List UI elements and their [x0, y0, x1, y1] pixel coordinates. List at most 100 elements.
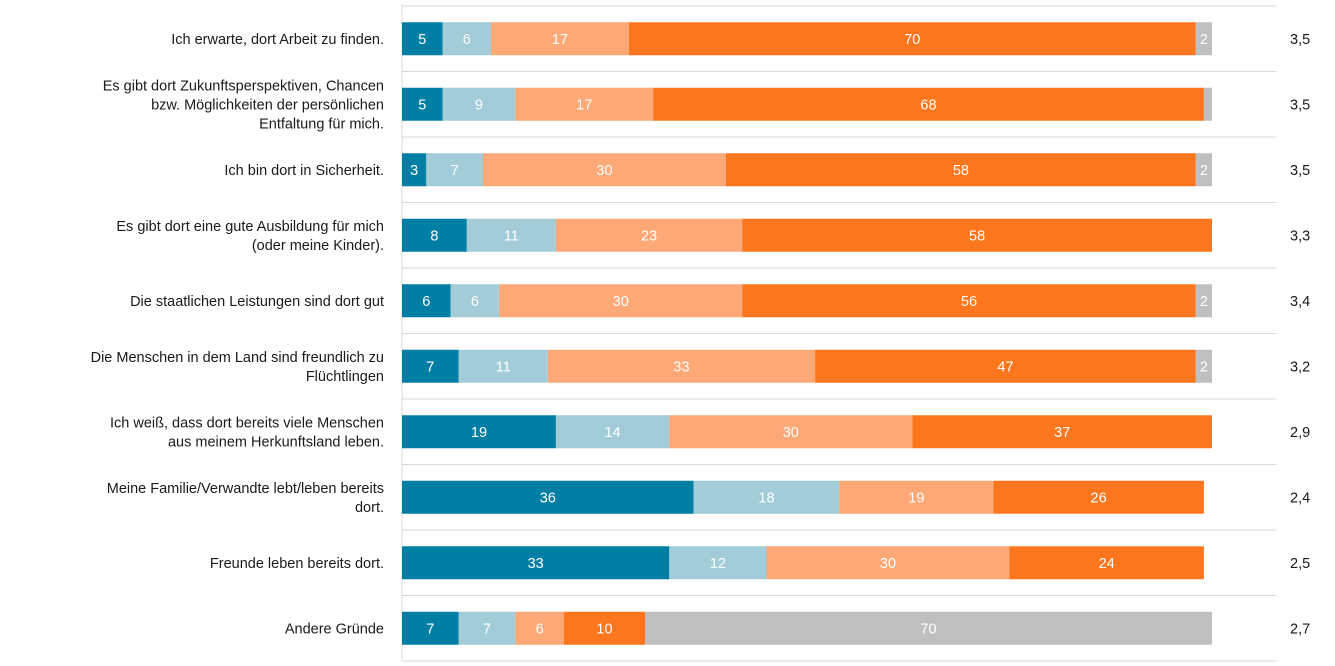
bar-value-label: 18: [758, 490, 774, 506]
bar-segment: [555, 218, 743, 252]
bar-segment: [442, 22, 492, 56]
bar-value-label: 11: [504, 228, 519, 244]
bar-segment: [515, 611, 564, 645]
bar-segment: [450, 284, 500, 318]
bar-value-label: 26: [1091, 490, 1107, 506]
bar-segment: [402, 611, 459, 645]
bar-row: 7 7 6 10 70: [402, 611, 1212, 645]
mean-value-label: 3,3: [1290, 228, 1310, 244]
bar-segment: [564, 611, 645, 645]
category-label: Ich bin dort in Sicherheit.: [224, 163, 384, 179]
bar-segment: [726, 153, 1196, 187]
bar-segment: [1203, 87, 1212, 121]
mean-values: 3,5 3,5 3,5 3,3 3,4 3,2 2,9 2,4 2,5 2,7: [1290, 32, 1310, 638]
category-label: Freunde leben bereits dort.: [210, 556, 384, 572]
bar-value-label: 7: [483, 621, 491, 637]
mean-value-label: 3,4: [1290, 294, 1310, 310]
mean-value-label: 3,2: [1290, 359, 1310, 375]
bar-row: 8 11 23 58: [402, 218, 1212, 252]
category-label: Ich erwarte, dort Arbeit zu finden.: [171, 32, 384, 48]
bar-value-label: 9: [475, 97, 483, 113]
bar-row: 33 12 30 24: [402, 546, 1204, 580]
bar-segment: [515, 87, 654, 121]
bar-value-label: 36: [540, 490, 556, 506]
bar-segment: [839, 480, 994, 514]
bar-segment: [693, 480, 840, 514]
bar-value-label: 56: [961, 294, 977, 310]
bar-segment: [815, 349, 1196, 383]
bar-value-label: 10: [596, 621, 612, 637]
bar-value-label: 30: [596, 163, 612, 179]
bar-value-label: 68: [920, 97, 936, 113]
bar-value-label: 12: [710, 556, 726, 572]
bar-row: 7 11 33 47 2: [402, 349, 1212, 383]
bar-row: 5 9 17 68: [402, 87, 1212, 121]
bar-value-label: 2: [1200, 294, 1208, 310]
bar-segment: [1009, 546, 1204, 580]
bar-row: 36 18 19 26: [402, 480, 1204, 514]
bar-segment: [628, 22, 1196, 56]
bar-segment: [1195, 153, 1212, 187]
bar-segment: [1195, 349, 1212, 383]
bar-value-label: 6: [471, 294, 479, 310]
bar-value-label: 19: [471, 425, 487, 441]
bar-value-label: 3: [410, 163, 418, 179]
bar-value-label: 5: [418, 97, 426, 113]
bar-segment: [402, 87, 443, 121]
category-label: Die staatlichen Leistungen sind dort gut: [130, 294, 384, 310]
mean-value-label: 3,5: [1290, 97, 1310, 113]
bar-segment: [742, 284, 1196, 318]
category-label: Andere Gründe: [285, 621, 384, 637]
category-label: Meine Familie/Verwandte lebt/leben berei…: [107, 481, 384, 516]
bar-segment: [402, 153, 427, 187]
bar-segment: [645, 611, 1212, 645]
mean-value-label: 3,5: [1290, 163, 1310, 179]
bar-segment: [993, 480, 1204, 514]
bar-segment: [402, 546, 670, 580]
bar-value-label: 19: [908, 490, 924, 506]
bar-value-label: 8: [430, 228, 438, 244]
bar-value-label: 2: [1200, 163, 1208, 179]
bar-segment: [402, 284, 451, 318]
bar-row: 5 6 17 70 2: [402, 22, 1212, 56]
bar-rows: 5 6 17 70 25 9 17 683 7 30 58 28 11 23 586 6 30 56 27 11 33 4…: [402, 22, 1212, 645]
bar-segment: [458, 349, 548, 383]
category-label: Die Menschen in dem Land sind freundlich…: [91, 350, 384, 385]
bar-segment: [483, 153, 726, 187]
bar-row: 6 6 30 56 2: [402, 284, 1212, 318]
category-label: Es gibt dort Zukunftsperspektiven, Chanc…: [103, 78, 384, 132]
bar-value-label: 14: [605, 425, 621, 441]
bar-value-label: 24: [1099, 556, 1115, 572]
bar-value-label: 70: [920, 621, 936, 637]
bar-value-label: 2: [1200, 359, 1208, 375]
bar-row: 19 14 30 37: [402, 415, 1212, 449]
bar-value-label: 30: [783, 425, 799, 441]
bar-segment: [1195, 22, 1212, 56]
bar-value-label: 17: [576, 97, 592, 113]
category-labels: Ich erwarte, dort Arbeit zu finden. Es gi…: [91, 32, 384, 638]
bar-segment: [1195, 284, 1212, 318]
bar-value-label: 23: [641, 228, 657, 244]
bar-value-label: 30: [613, 294, 629, 310]
mean-value-label: 2,9: [1290, 425, 1310, 441]
bar-value-label: 33: [673, 359, 689, 375]
bar-segment: [547, 349, 816, 383]
bar-row: 3 7 30 58 2: [402, 153, 1212, 187]
bar-value-label: 7: [451, 163, 459, 179]
bar-value-label: 2: [1200, 32, 1208, 48]
bar-segment: [555, 415, 670, 449]
bar-segment: [402, 480, 694, 514]
bar-value-label: 6: [422, 294, 430, 310]
bar-segment: [766, 546, 1010, 580]
bar-segment: [653, 87, 1204, 121]
bar-value-label: 6: [463, 32, 471, 48]
bar-segment: [402, 22, 443, 56]
bar-value-label: 7: [426, 621, 434, 637]
bar-value-label: 70: [904, 32, 920, 48]
mean-value-label: 2,5: [1290, 556, 1310, 572]
bar-segment: [458, 611, 516, 645]
bar-segment: [491, 22, 629, 56]
bar-value-label: 33: [528, 556, 544, 572]
bar-value-label: 58: [953, 163, 969, 179]
